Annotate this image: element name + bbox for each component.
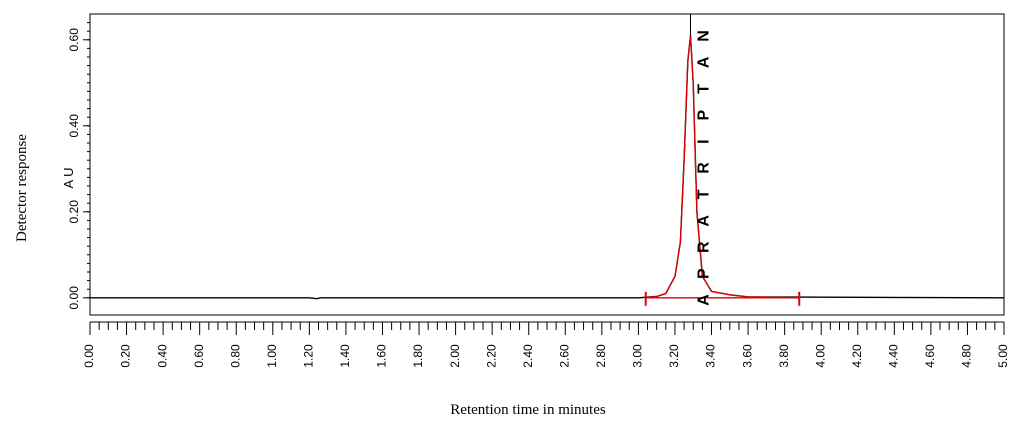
annotation-letter: A: [696, 56, 713, 68]
x-tick-label: 3.00: [631, 344, 645, 368]
x-tick-label: 0.80: [228, 344, 242, 368]
x-tick-label: 4.00: [813, 344, 827, 368]
x-tick-label: 2.20: [484, 344, 498, 368]
plot-frame: [89, 13, 1005, 316]
x-tick-label: 4.80: [960, 344, 974, 368]
x-tick-label: 2.60: [557, 344, 571, 368]
annotation-letter: R: [696, 241, 713, 253]
integrated-peak-trace: [645, 35, 800, 299]
x-tick-label: 0.40: [155, 344, 169, 368]
y-tick-label: 0.40: [67, 114, 81, 138]
annotation-letter: A: [696, 294, 713, 306]
x-tick-label: 3.60: [740, 344, 754, 368]
x-axis: 0.00 0.20 0.40 0.60 0.80 1.00 1.20 1.40 1.60 1.80…: [82, 321, 1010, 368]
x-tick-label: 0.00: [82, 344, 96, 368]
annotation-letter: R: [696, 162, 713, 174]
x-tick-label: 2.40: [521, 344, 535, 368]
x-tick-label: 2.00: [448, 344, 462, 368]
x-tick-label: 3.40: [704, 344, 718, 368]
y-unit-label: A U: [61, 168, 76, 189]
x-tick-label: 1.40: [338, 344, 352, 368]
annotation-letter: T: [696, 189, 713, 199]
x-tick-label: 5.00: [996, 344, 1010, 368]
x-tick-label: 3.80: [777, 344, 791, 368]
annotation-letter: P: [696, 268, 713, 279]
annotation-letter: T: [696, 84, 713, 94]
x-tick-label: 4.60: [923, 344, 937, 368]
x-tick-label: 1.00: [265, 344, 279, 368]
plot-border: [89, 13, 1005, 316]
x-tick-label: 0.20: [119, 344, 133, 368]
integration-layer: [644, 14, 801, 306]
annotation-layer: A P R A T R I P T A N: [696, 30, 713, 306]
annotation-letter: N: [696, 30, 713, 42]
x-tick-label: 2.80: [594, 344, 608, 368]
y-tick-label: 0.00: [67, 286, 81, 310]
detector-trace: [90, 35, 1005, 300]
x-tick-label: 3.20: [667, 344, 681, 368]
y-tick-label: 0.20: [67, 200, 81, 224]
x-tick-label: 4.40: [886, 344, 900, 368]
x-tick-label: 1.60: [375, 344, 389, 368]
y-axis: 0.00 0.20 0.40 0.60: [67, 22, 90, 310]
y-axis-label: Detector response: [14, 134, 30, 242]
y-tick-label: 0.60: [67, 28, 81, 52]
annotation-letter: P: [696, 110, 713, 121]
series-layer: [90, 35, 1005, 300]
annotation-letter: I: [696, 139, 713, 143]
annotation-letter: A: [696, 215, 713, 227]
x-tick-label: 1.80: [411, 344, 425, 368]
x-axis-label: Retention time in minutes: [450, 402, 606, 418]
x-tick-label: 1.20: [302, 344, 316, 368]
x-tick-label: 4.20: [850, 344, 864, 368]
x-tick-label: 0.60: [192, 344, 206, 368]
